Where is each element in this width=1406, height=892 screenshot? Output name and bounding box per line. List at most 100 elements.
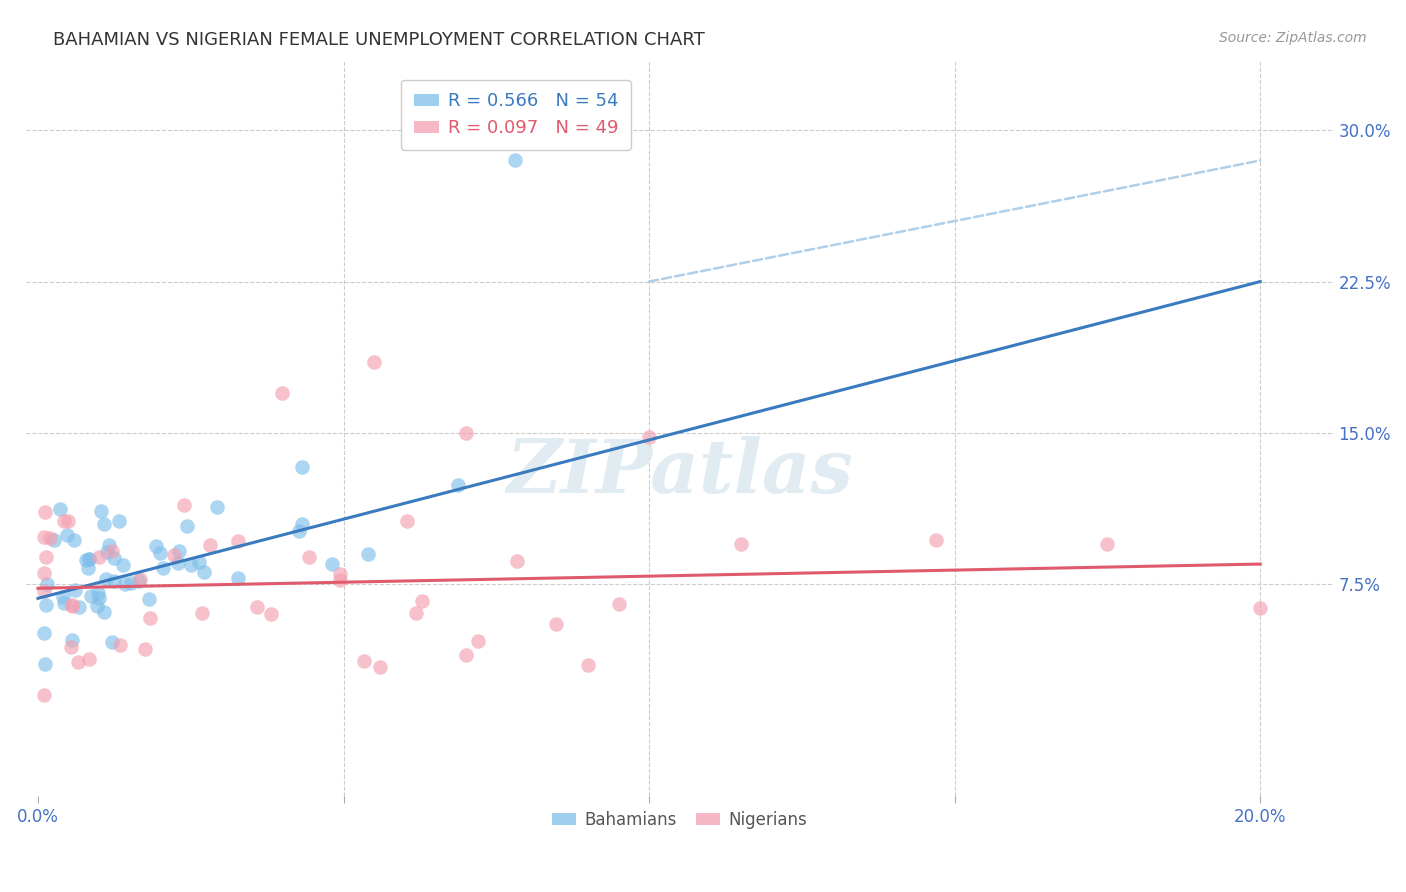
Point xyxy=(544,616,567,631)
Point xyxy=(108,514,131,528)
Point xyxy=(98,539,121,553)
Point xyxy=(93,605,115,619)
Point xyxy=(80,589,103,603)
Point xyxy=(52,590,75,604)
Point xyxy=(506,554,529,568)
Point xyxy=(1097,537,1119,551)
Point xyxy=(110,639,132,653)
Point xyxy=(34,657,56,671)
Point xyxy=(193,566,215,580)
Point xyxy=(287,524,309,539)
Point xyxy=(405,607,427,621)
Point xyxy=(100,543,122,558)
Point xyxy=(291,459,314,474)
Point xyxy=(75,552,97,566)
Point xyxy=(77,551,100,566)
Point xyxy=(226,571,249,585)
Point xyxy=(329,566,352,581)
Point xyxy=(90,503,112,517)
Point xyxy=(53,514,76,528)
Point xyxy=(32,583,55,598)
Point xyxy=(42,533,65,547)
Point xyxy=(93,516,115,531)
Point xyxy=(35,549,58,564)
Point xyxy=(503,153,526,168)
Point xyxy=(607,598,630,612)
Point xyxy=(163,549,186,563)
Point xyxy=(86,599,108,613)
Point xyxy=(454,648,477,662)
Point xyxy=(128,574,150,589)
Point xyxy=(65,583,87,598)
Point xyxy=(35,577,58,591)
Point xyxy=(149,546,172,560)
Point xyxy=(357,547,380,561)
Point xyxy=(139,611,162,625)
Point xyxy=(152,560,174,574)
Point xyxy=(87,586,110,600)
Point xyxy=(200,537,222,551)
Point xyxy=(134,642,156,657)
Point xyxy=(271,385,294,400)
Point xyxy=(59,640,82,654)
Point xyxy=(34,505,56,519)
Point xyxy=(94,573,117,587)
Point xyxy=(166,556,188,570)
Point xyxy=(55,527,77,541)
Point xyxy=(67,655,90,669)
Point xyxy=(188,555,211,569)
Point xyxy=(62,533,84,547)
Point xyxy=(39,531,62,545)
Point xyxy=(467,634,489,648)
Point xyxy=(395,515,418,529)
Point xyxy=(56,514,79,528)
Point xyxy=(103,551,125,566)
Point xyxy=(32,530,55,544)
Point xyxy=(145,539,167,553)
Point xyxy=(32,626,55,640)
Point xyxy=(638,430,661,444)
Point xyxy=(329,573,352,587)
Point xyxy=(205,500,228,514)
Point xyxy=(228,533,250,548)
Point xyxy=(730,537,752,551)
Point xyxy=(180,558,202,572)
Point xyxy=(77,552,100,566)
Point xyxy=(32,688,55,702)
Point xyxy=(190,606,212,620)
Point xyxy=(246,599,269,614)
Point xyxy=(454,425,477,440)
Point xyxy=(87,549,110,564)
Point xyxy=(291,517,314,532)
Point xyxy=(129,572,152,586)
Point xyxy=(53,597,76,611)
Point xyxy=(447,477,470,491)
Point xyxy=(112,558,135,573)
Point xyxy=(67,600,90,615)
Point xyxy=(321,557,343,571)
Point xyxy=(368,659,391,673)
Point xyxy=(169,544,191,558)
Point xyxy=(925,533,948,548)
Text: ZIPatlas: ZIPatlas xyxy=(506,436,853,508)
Point xyxy=(260,607,283,621)
Point xyxy=(103,574,125,589)
Point xyxy=(173,499,195,513)
Point xyxy=(60,632,83,647)
Point xyxy=(49,501,72,516)
Point xyxy=(114,577,136,591)
Point xyxy=(176,519,198,533)
Point xyxy=(96,545,118,559)
Point xyxy=(35,599,58,613)
Text: Source: ZipAtlas.com: Source: ZipAtlas.com xyxy=(1219,31,1367,45)
Point xyxy=(411,593,433,607)
Point xyxy=(32,566,55,581)
Point xyxy=(576,657,599,672)
Point xyxy=(1249,601,1271,615)
Point xyxy=(121,576,143,591)
Point xyxy=(77,652,100,666)
Point xyxy=(77,561,100,575)
Point xyxy=(353,654,375,668)
Point xyxy=(60,598,83,612)
Legend: Bahamians, Nigerians: Bahamians, Nigerians xyxy=(546,805,814,836)
